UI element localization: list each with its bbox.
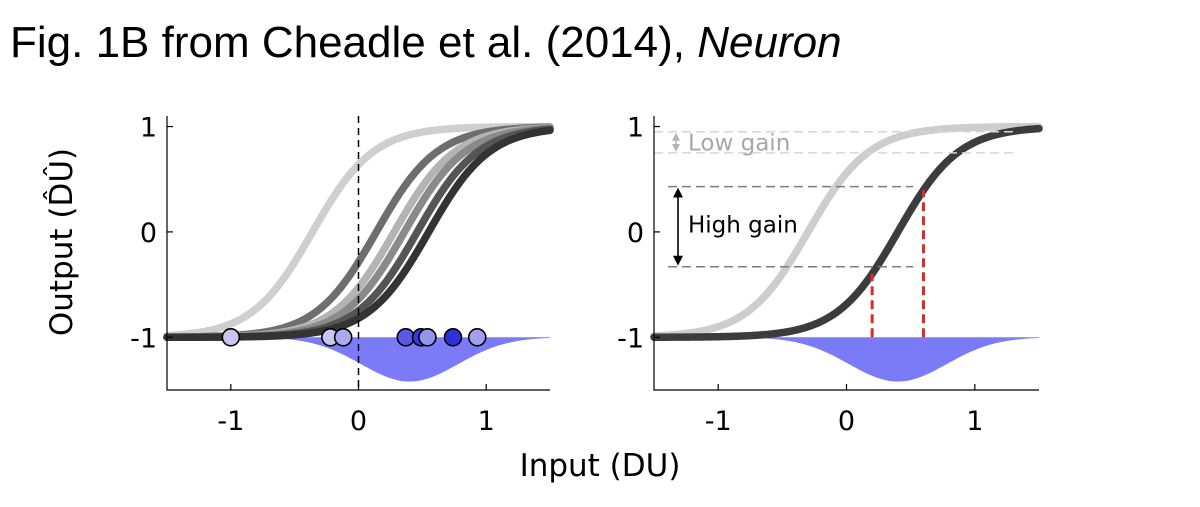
right-xtick-label-1: -1 (705, 406, 732, 437)
right-curves (650, 122, 1043, 341)
right-xtick-label-2: 0 (838, 406, 855, 437)
left-point-4 (396, 328, 416, 347)
left-point-6 (418, 328, 437, 347)
figure-title-journal: Neuron (697, 18, 842, 67)
left-xtick-label-3: 1 (478, 406, 495, 437)
left-ticks (167, 125, 487, 390)
figure-title: Fig. 1B from Cheadle et al. (2014), Neur… (10, 18, 842, 68)
left-point-7 (443, 328, 463, 347)
left-ytick-label-2: 0 (140, 218, 157, 249)
left-ytick-label-3: 1 (140, 113, 157, 144)
left-xtick-label-2: 0 (350, 406, 367, 437)
right-xtick-label-3: 1 (966, 406, 983, 437)
right-ytick-label-2: 0 (627, 218, 644, 249)
left-ytick-label-1: -1 (130, 323, 157, 354)
left-point-8 (467, 328, 487, 347)
left-point-1 (221, 328, 241, 347)
left-xtick-label-1: -1 (217, 406, 244, 437)
left-panel: -1 0 1 -1 0 1 (130, 113, 554, 437)
right-ticks (654, 125, 976, 390)
x-axis-label: Input (DU) (520, 448, 681, 484)
right-red-lines (870, 190, 925, 338)
right-axis-frame (653, 116, 1039, 391)
right-curve-dark (650, 124, 1043, 341)
right-ytick-label-3: 1 (627, 113, 644, 144)
left-axis-frame (166, 116, 550, 391)
right-ytick-label-1: -1 (617, 323, 644, 354)
right-curve-light (650, 122, 1043, 340)
right-distribution (654, 337, 1039, 382)
left-points (221, 328, 487, 347)
right-gain-guides (654, 131, 1016, 268)
high-gain-label: High gain (688, 213, 798, 239)
left-point-3 (333, 328, 353, 347)
left-curve-3 (163, 124, 554, 341)
y-axis-label: Output (D̂Û) (43, 148, 80, 336)
right-panel: Low gain High gain -1 0 1 -1 0 1 (617, 113, 1043, 437)
figure-title-main: Fig. 1B from Cheadle et al. (2014), (10, 18, 698, 67)
low-gain-label: Low gain (688, 130, 790, 156)
